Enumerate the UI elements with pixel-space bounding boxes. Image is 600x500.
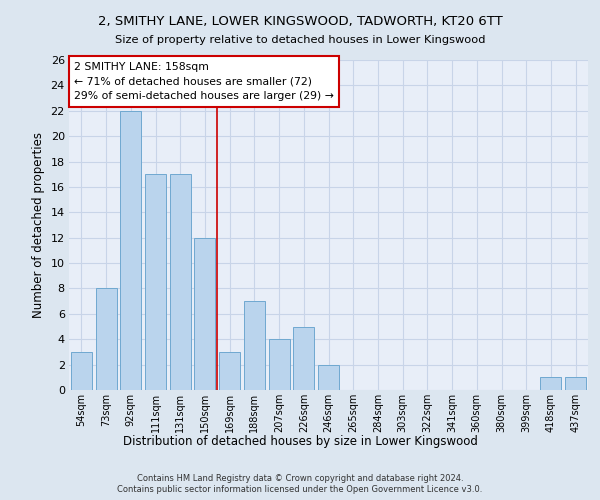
Bar — [541, 378, 562, 390]
Text: Distribution of detached houses by size in Lower Kingswood: Distribution of detached houses by size … — [122, 435, 478, 448]
Bar — [145, 174, 166, 390]
Text: Contains HM Land Registry data © Crown copyright and database right 2024.
Contai: Contains HM Land Registry data © Crown c… — [118, 474, 482, 494]
Bar — [95, 288, 116, 390]
Bar — [120, 111, 141, 390]
Text: 2, SMITHY LANE, LOWER KINGSWOOD, TADWORTH, KT20 6TT: 2, SMITHY LANE, LOWER KINGSWOOD, TADWORT… — [98, 15, 502, 28]
Bar — [269, 339, 290, 390]
Bar — [318, 364, 339, 390]
Bar — [219, 352, 240, 390]
Bar — [71, 352, 92, 390]
Bar — [170, 174, 191, 390]
Bar — [244, 301, 265, 390]
Text: 2 SMITHY LANE: 158sqm
← 71% of detached houses are smaller (72)
29% of semi-deta: 2 SMITHY LANE: 158sqm ← 71% of detached … — [74, 62, 334, 101]
Bar — [194, 238, 215, 390]
Bar — [565, 378, 586, 390]
Y-axis label: Number of detached properties: Number of detached properties — [32, 132, 45, 318]
Text: Size of property relative to detached houses in Lower Kingswood: Size of property relative to detached ho… — [115, 35, 485, 45]
Bar — [293, 326, 314, 390]
